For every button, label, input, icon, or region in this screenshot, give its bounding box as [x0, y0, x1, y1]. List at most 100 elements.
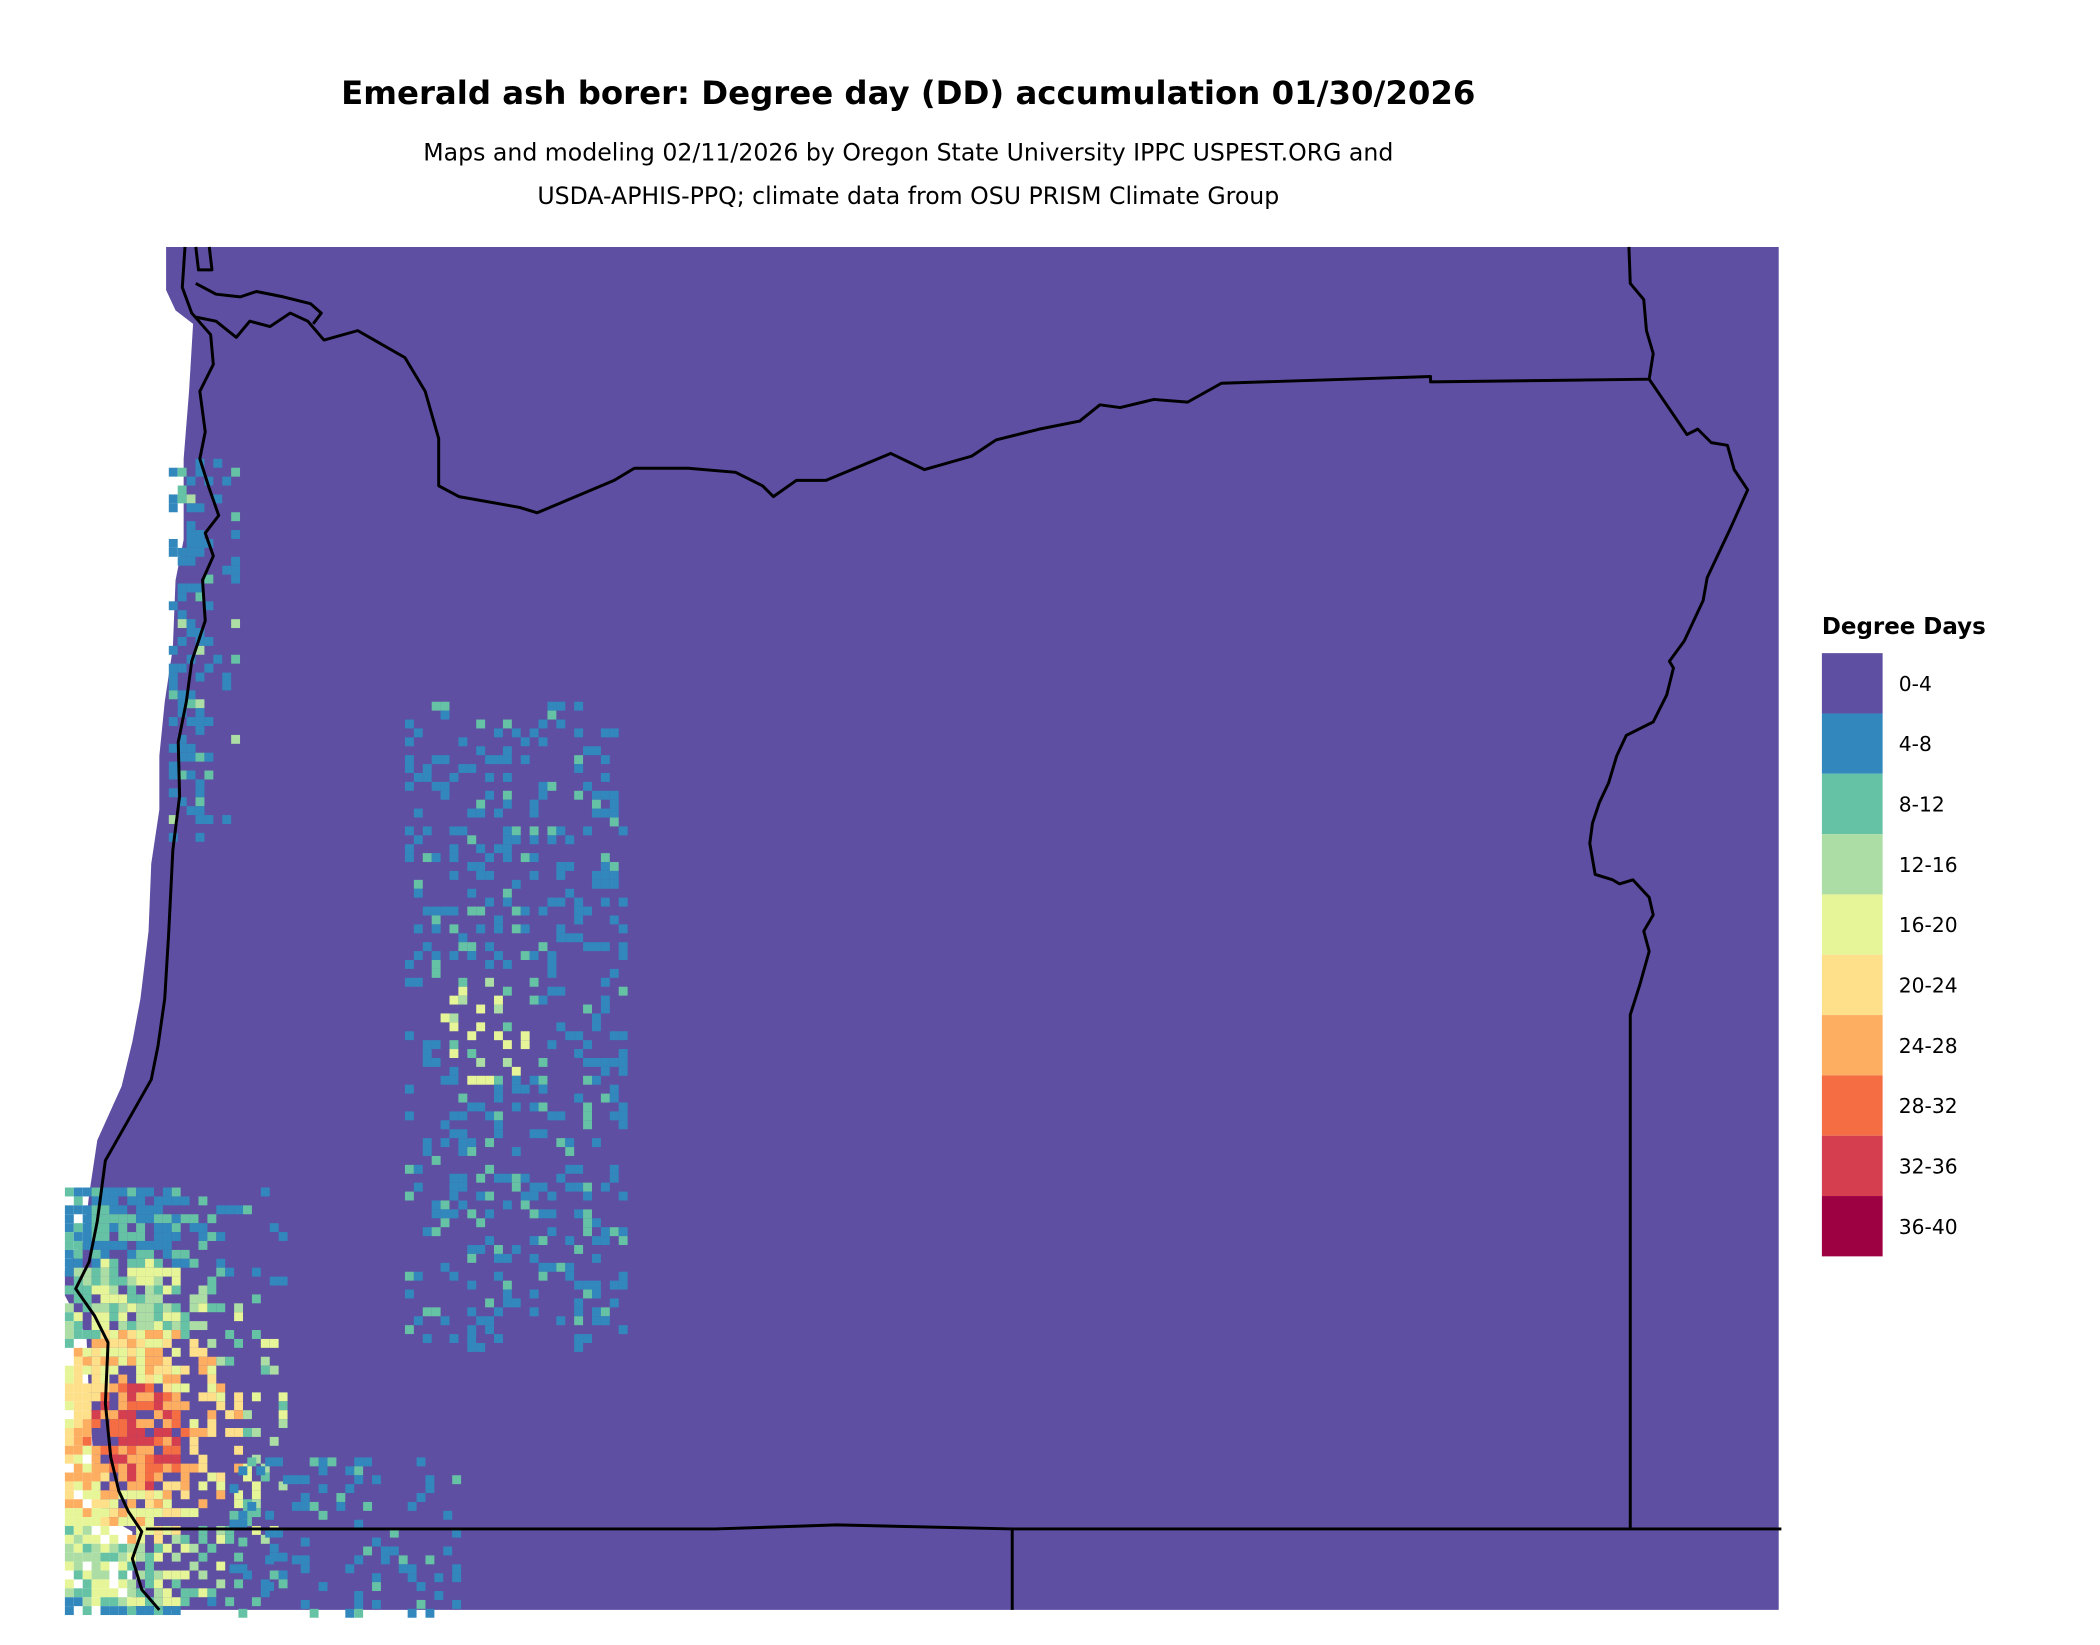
raster-cell: [538, 719, 548, 729]
raster-cell: [82, 1214, 92, 1224]
raster-cell: [449, 1191, 459, 1201]
raster-cell: [177, 547, 187, 557]
raster-cell: [73, 1472, 83, 1482]
raster-cell: [145, 1356, 154, 1366]
raster-cell: [109, 1312, 119, 1322]
raster-cell: [278, 1481, 288, 1491]
raster-cell: [136, 1205, 146, 1215]
raster-cell: [162, 1365, 172, 1375]
raster-cell: [180, 1330, 190, 1339]
raster-cell: [404, 1191, 414, 1201]
raster-cell: [204, 770, 214, 780]
raster-cell: [494, 1093, 503, 1103]
raster-cell: [100, 1525, 110, 1535]
raster-cell: [431, 701, 441, 711]
raster-cell: [565, 1138, 575, 1148]
raster-cell: [458, 1138, 468, 1148]
raster-cell: [168, 761, 178, 771]
raster-cell: [251, 1428, 261, 1437]
raster-cell: [136, 1321, 146, 1331]
raster-cell: [431, 1057, 441, 1067]
raster-cell: [502, 755, 512, 765]
raster-cell: [100, 1561, 110, 1571]
raster-cell: [145, 1472, 154, 1482]
raster-cell: [583, 942, 592, 952]
raster-cell: [171, 1579, 181, 1589]
raster-cell: [91, 1321, 101, 1331]
raster-cell: [198, 1463, 208, 1473]
raster-cell: [127, 1579, 137, 1589]
raster-cell: [177, 636, 187, 646]
raster-cell: [502, 799, 512, 809]
raster-cell: [136, 1232, 146, 1241]
raster-cell: [91, 1240, 101, 1250]
raster-cell: [485, 755, 495, 765]
raster-cell: [82, 1552, 92, 1562]
raster-cell: [467, 764, 477, 773]
raster-cell: [547, 1209, 557, 1219]
raster-cell: [145, 1187, 154, 1197]
raster-cell: [458, 995, 468, 1005]
raster-cell: [440, 1013, 450, 1023]
raster-cell: [145, 1481, 154, 1491]
raster-cell: [467, 1031, 477, 1041]
raster-cell: [511, 1245, 521, 1254]
raster-cell: [136, 1347, 146, 1357]
raster-cell: [467, 808, 477, 818]
raster-cell: [234, 1499, 244, 1509]
raster-cell: [127, 1597, 137, 1607]
raster-cell: [153, 1597, 163, 1607]
raster-cell: [82, 1597, 92, 1607]
raster-cell: [467, 1334, 477, 1343]
raster-cell: [494, 1307, 503, 1317]
raster-cell: [600, 897, 610, 907]
raster-cell: [502, 897, 512, 907]
raster-cell: [520, 1173, 530, 1183]
raster-cell: [425, 1484, 435, 1494]
raster-cell: [591, 799, 601, 809]
raster-cell: [485, 1075, 495, 1085]
raster-cell: [494, 844, 503, 854]
raster-cell: [171, 1187, 181, 1197]
raster-cell: [511, 728, 521, 738]
raster-cell: [494, 1004, 503, 1014]
raster-cell: [195, 752, 205, 762]
raster-cell: [91, 1570, 101, 1580]
raster-cell: [91, 1517, 101, 1526]
raster-cell: [520, 1031, 530, 1041]
raster-cell: [511, 1182, 521, 1192]
raster-cell: [494, 951, 503, 961]
raster-cell: [565, 1262, 575, 1272]
raster-cell: [467, 888, 477, 898]
raster-cell: [162, 1330, 172, 1339]
raster-cell: [195, 832, 205, 842]
raster-cell: [476, 1245, 486, 1254]
raster-cell: [168, 672, 178, 682]
raster-cell: [494, 1245, 503, 1254]
raster-cell: [100, 1240, 110, 1250]
raster-cell: [180, 1321, 190, 1331]
raster-cell: [274, 1457, 283, 1467]
raster-cell: [413, 835, 423, 845]
raster-cell: [231, 556, 241, 566]
raster-cell: [73, 1223, 83, 1233]
raster-cell: [153, 1338, 163, 1348]
raster-cell: [82, 1588, 92, 1598]
raster-cell: [180, 1588, 190, 1598]
raster-cell: [431, 1040, 441, 1050]
raster-cell: [73, 1294, 83, 1304]
raster-cell: [73, 1410, 83, 1420]
raster-cell: [591, 1307, 601, 1317]
raster-cell: [136, 1240, 146, 1250]
raster-cell: [198, 1196, 208, 1206]
raster-cell: [413, 1164, 423, 1174]
raster-cell: [538, 1271, 548, 1281]
raster-cell: [556, 701, 566, 711]
raster-cell: [269, 1338, 279, 1348]
raster-cell: [467, 1102, 477, 1112]
raster-cell: [547, 1227, 557, 1237]
raster-cell: [100, 1187, 110, 1197]
raster-cell: [213, 458, 223, 468]
raster-cell: [449, 1022, 459, 1032]
raster-cell: [404, 844, 414, 854]
